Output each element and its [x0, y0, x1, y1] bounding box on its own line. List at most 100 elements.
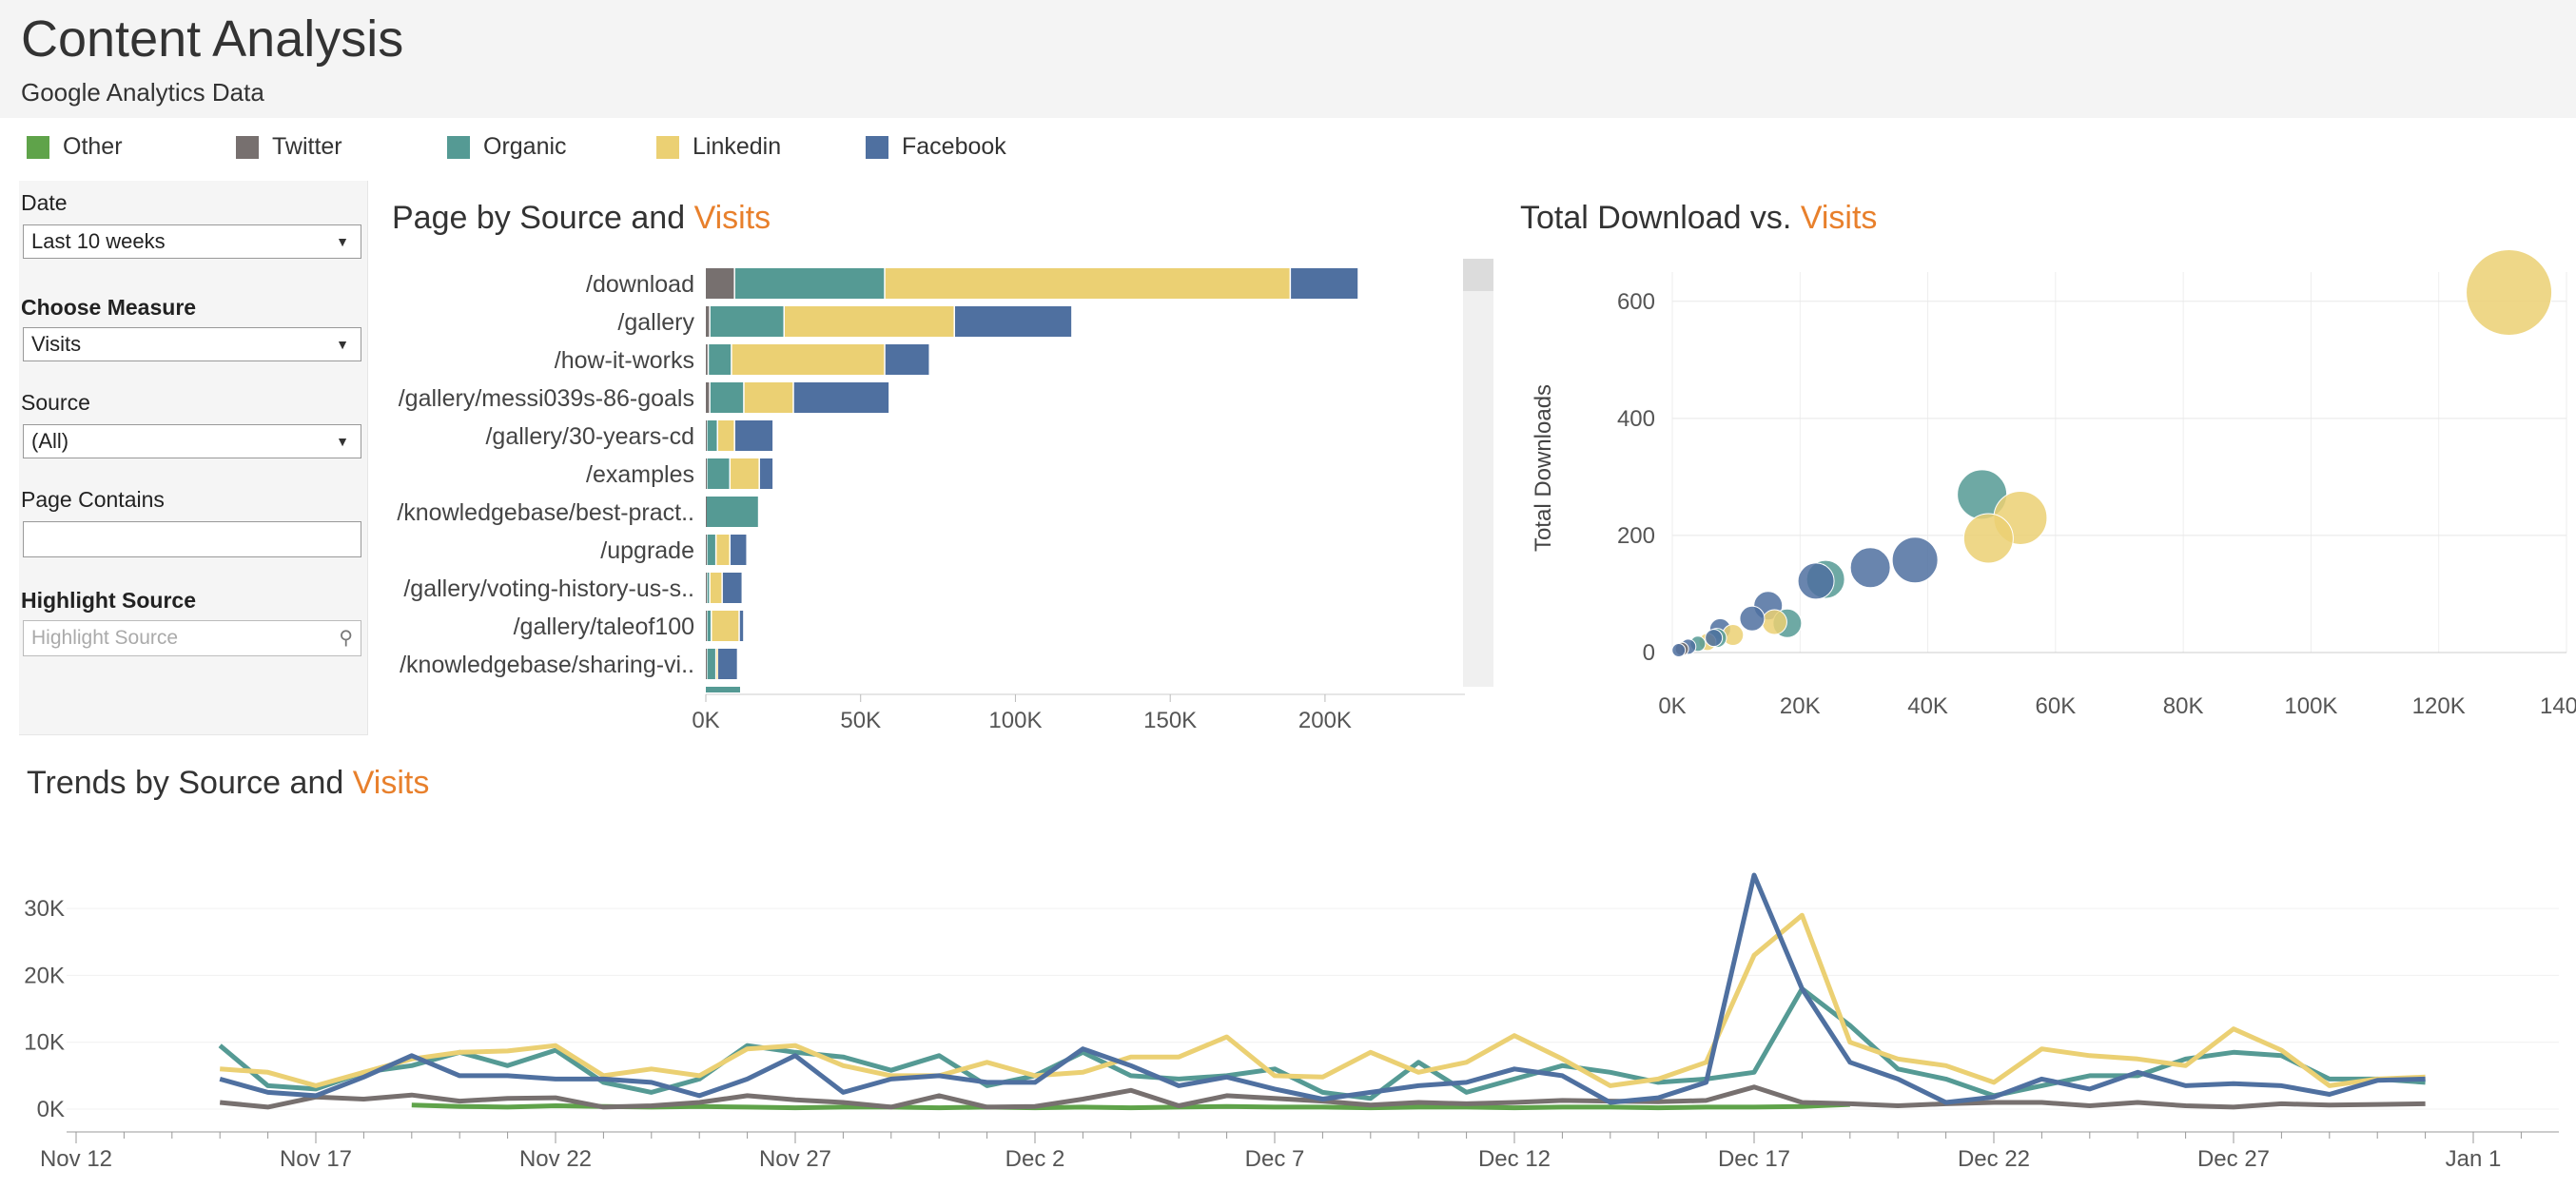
legend-item-other[interactable]: Other [27, 133, 123, 161]
x-tick-label: Dec 22 [1958, 1146, 2030, 1172]
page-title: Content Analysis [21, 10, 404, 68]
x-tick-label: 20K [1780, 693, 1821, 719]
download-vs-visits-scatter-chart[interactable]: 0K 20K 40K 60K 80K 100K 120K 140K 0 200 400 600 Tota… [1512, 247, 2576, 742]
bar-segment-organic [706, 687, 740, 692]
page-contains-label: Page Contains [21, 487, 165, 512]
date-filter-select[interactable]: Last 10 weeks ▼ [23, 224, 361, 259]
date-filter-label: Date [21, 190, 68, 215]
measure-select[interactable]: Visits ▼ [23, 327, 361, 361]
bar-segment-twitter [706, 535, 707, 565]
trend-chart-title-prefix: Trends by Source and [27, 765, 353, 801]
bar-segment-facebook [731, 535, 747, 565]
page-contains-input[interactable] [23, 521, 361, 557]
x-tick-label: Dec 2 [1005, 1146, 1065, 1172]
scatter-chart-title-prefix: Total Download vs. [1520, 200, 1801, 236]
bar-segment-twitter [706, 268, 734, 299]
x-tick-label: 120K [2412, 693, 2466, 719]
y-tick-label: 30K [24, 896, 65, 922]
x-tick-label: Dec 12 [1478, 1146, 1551, 1172]
legend-label: Facebook [902, 133, 1006, 160]
x-tick-label: 100K [988, 708, 1042, 733]
bar-segment-linkedin [731, 458, 759, 489]
legend-item-twitter[interactable]: Twitter [236, 133, 342, 161]
x-tick-label: 80K [2163, 693, 2204, 719]
bar-segment-linkedin [718, 420, 734, 451]
page-subtitle: Google Analytics Data [21, 78, 264, 107]
bar-segment-linkedin [716, 649, 718, 679]
x-tick-label: 50K [840, 708, 881, 733]
bar-segment-twitter [706, 382, 710, 413]
trend-line-organic [218, 986, 2426, 1101]
y-tick-label: 0 [1643, 640, 1655, 666]
legend-item-organic[interactable]: Organic [447, 133, 567, 161]
y-tick-label: 600 [1617, 289, 1655, 315]
bar-category-label: /upgrade [600, 537, 694, 564]
bar-segment-organic [707, 420, 717, 451]
source-filter-label: Source [21, 390, 90, 415]
search-icon: ⚲ [339, 628, 353, 649]
bar-category-label: /gallery/voting-history-us-s.. [403, 575, 694, 602]
bar-segment-organic [707, 649, 715, 679]
bar-segment-facebook [722, 573, 742, 603]
source-filter-select[interactable]: (All) ▼ [23, 424, 361, 458]
trends-line-chart[interactable]: 0K 10K 20K 30K Nov 12 Nov 17 Nov 22 Nov 27 Dec 2… [0, 818, 2576, 1189]
x-tick-label: Nov 27 [759, 1146, 831, 1172]
bar-segment-facebook [718, 649, 737, 679]
legend-item-facebook[interactable]: Facebook [866, 133, 1006, 161]
legend-item-linkedin[interactable]: Linkedin [656, 133, 781, 161]
y-tick-label: 400 [1617, 406, 1655, 432]
scatter-point-facebook [1705, 629, 1724, 648]
bar-segment-linkedin [885, 268, 1290, 299]
measure-value: Visits [31, 332, 82, 356]
highlight-source-input[interactable]: Highlight Source ⚲ [23, 620, 361, 656]
chevron-down-icon: ▼ [336, 434, 349, 449]
trend-chart-title: Trends by Source and Visits [27, 765, 429, 802]
filter-panel: Date Last 10 weeks ▼ Choose Measure Visi… [19, 181, 368, 735]
x-tick-label: Nov 12 [40, 1146, 112, 1172]
x-tick-label: Dec 7 [1245, 1146, 1305, 1172]
page-by-source-bar-chart[interactable]: /download/gallery/how-it-works/gallery/m… [0, 247, 1503, 742]
scrollbar-thumb [1463, 259, 1493, 291]
legend-swatch [656, 135, 679, 159]
x-tick-label: Nov 22 [519, 1146, 592, 1172]
y-tick-label: 20K [24, 963, 65, 988]
scatter-point-facebook [1849, 547, 1891, 589]
bar-segment-twitter [706, 611, 707, 641]
bar-segment-facebook [759, 458, 773, 489]
x-tick-label: 100K [2284, 693, 2337, 719]
bar-chart-title-measure: Visits [693, 200, 771, 236]
bar-chart-title: Page by Source and Visits [392, 200, 771, 237]
legend-label: Linkedin [693, 133, 782, 160]
scatter-point-linkedin [2466, 249, 2553, 337]
scatter-point-linkedin [1761, 609, 1787, 635]
bar-category-label: /gallery/messi039s-86-goals [399, 385, 694, 412]
bar-segment-organic [707, 573, 710, 603]
legend-swatch [27, 135, 49, 159]
bar-category-label: /gallery/30-years-cd [485, 423, 694, 450]
legend-label: Other [63, 133, 123, 160]
bar-segment-twitter [706, 306, 710, 337]
scrollbar-track [1463, 259, 1493, 687]
y-tick-label: 200 [1617, 523, 1655, 549]
source-filter-value: (All) [31, 429, 69, 453]
bar-segment-linkedin [712, 611, 739, 641]
x-tick-label: 150K [1143, 708, 1197, 733]
legend-swatch [866, 135, 888, 159]
bar-segment-organic [706, 497, 758, 527]
x-tick-label: Jan 1 [2446, 1146, 2502, 1172]
bar-category-label: /knowledgebase/best-pract.. [397, 499, 694, 526]
x-tick-label: 200K [1298, 708, 1352, 733]
bar-segment-linkedin [784, 306, 954, 337]
x-tick-label: Dec 17 [1718, 1146, 1790, 1172]
highlight-source-placeholder: Highlight Source [31, 627, 179, 649]
trend-chart-title-measure: Visits [352, 765, 430, 801]
bar-segment-organic [707, 535, 715, 565]
scatter-point-facebook [1671, 643, 1687, 658]
bar-segment-twitter [706, 649, 707, 679]
bar-segment-facebook [734, 420, 773, 451]
bar-segment-organic [734, 268, 885, 299]
measure-filter-label: Choose Measure [21, 295, 197, 320]
bar-category-label: /knowledgebase/sharing-vi.. [400, 652, 694, 678]
scatter-point-facebook [1891, 536, 1939, 584]
date-filter-value: Last 10 weeks [31, 229, 166, 253]
